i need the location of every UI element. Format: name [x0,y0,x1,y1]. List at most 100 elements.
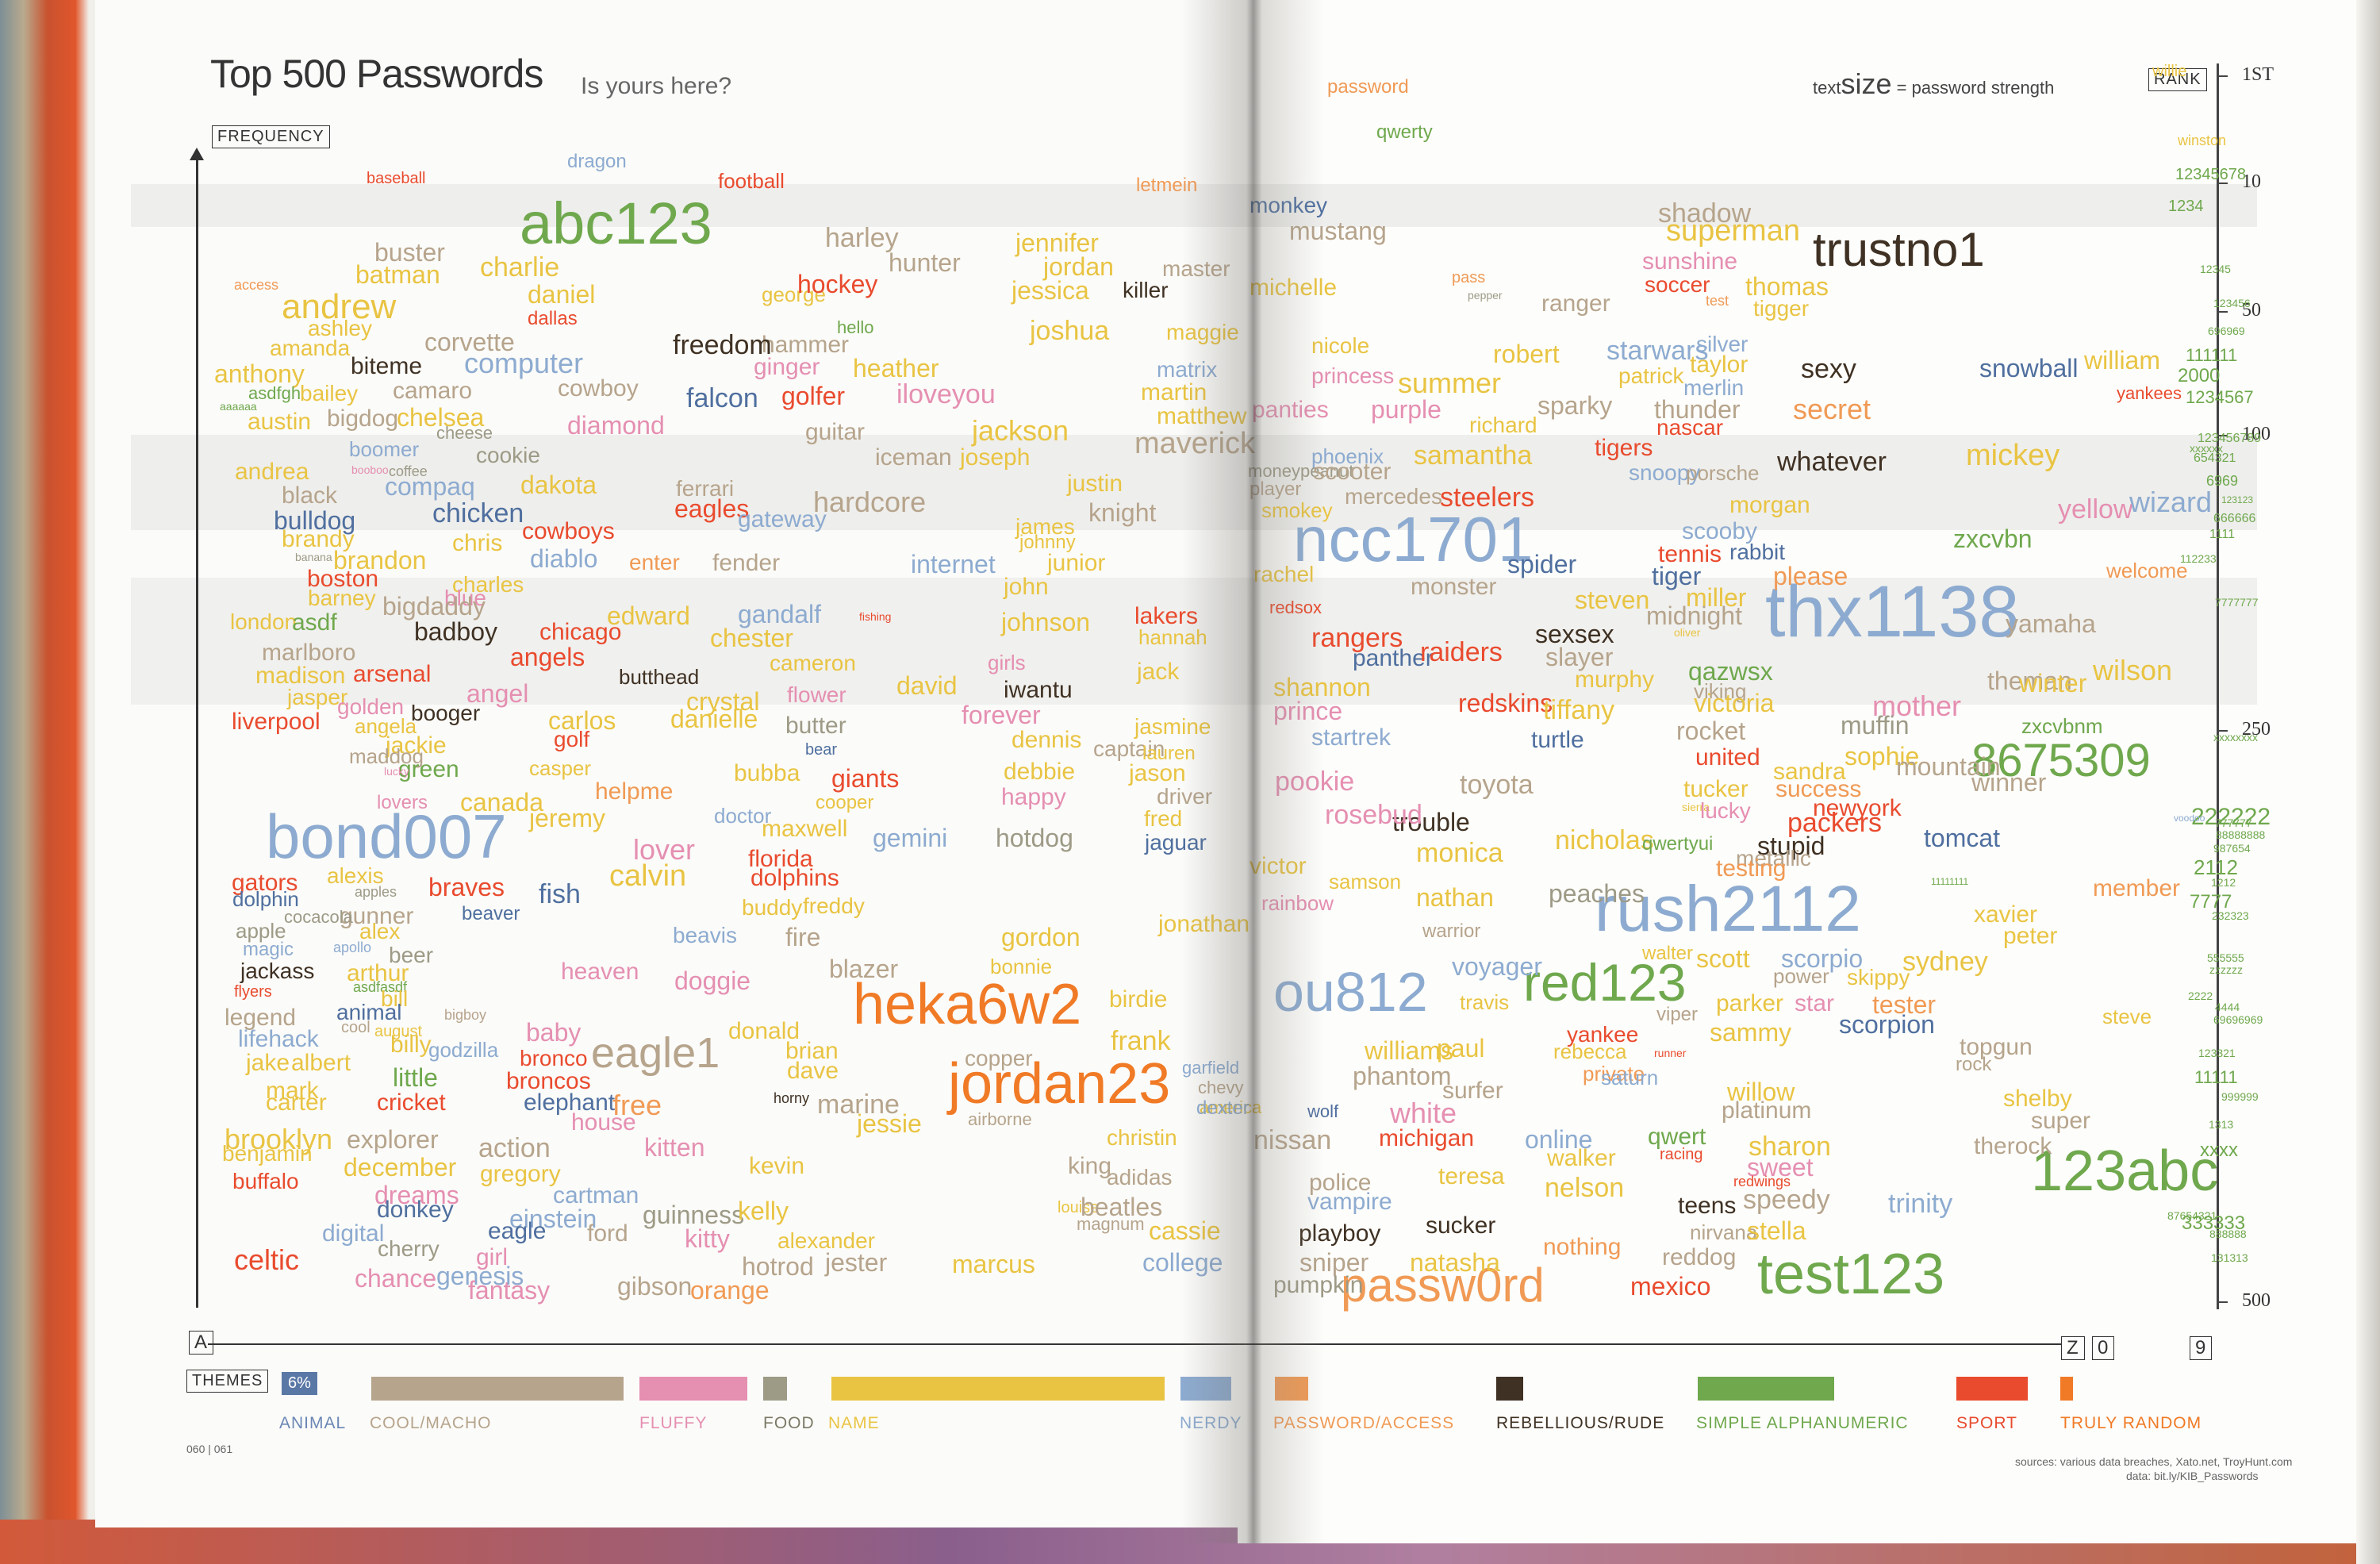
password-word: winston [2178,133,2227,148]
password-word: cowboy [558,375,639,402]
password-word: bigdaddy [382,592,486,621]
password-word: internet [911,550,996,578]
password-word: pumpkin [1273,1272,1364,1298]
password-word: sophie [1844,742,1920,770]
password-word: arthur [347,960,409,986]
password-word: gordon [1001,923,1081,951]
password-word: william [2084,346,2160,375]
password-word: cooper [816,792,874,813]
password-word: billy [390,1032,432,1058]
password-word: kitten [644,1133,705,1162]
password-word: explorer [347,1125,439,1154]
password-word: 333333 [2182,1212,2246,1234]
password-word: chicago [539,619,622,645]
password-word: 1234567 [2186,387,2254,407]
password-word: qwerty [1376,121,1433,143]
password-word: rebecca [1553,1039,1627,1063]
theme-label: FLUFFY [639,1414,708,1432]
password-word: nathan [1416,883,1494,912]
password-word: 666666 [2213,512,2256,525]
password-word: nirvana [1690,1220,1758,1244]
theme-swatch [1275,1377,1308,1401]
axis-z-label: Z [2061,1336,2085,1360]
password-word: golf [554,727,590,751]
password-word: eagle [488,1218,547,1244]
password-word: chevy [1198,1078,1244,1097]
password-word: iceman [875,444,952,471]
password-word: arsenal [353,661,432,687]
password-word: midnight [1646,601,1742,630]
password-word: computer [464,347,584,379]
password-word: bond007 [266,801,507,871]
theme-label: NAME [828,1414,880,1432]
password-word: broncos [506,1068,591,1094]
password-word: qwert [1648,1124,1706,1150]
password-word: prince [1273,697,1343,725]
password-word: panther [1353,645,1434,671]
password-word: bailey [300,381,359,405]
password-word: mother [1872,690,1962,722]
password-word: yankees [2117,383,2182,403]
password-word: digital [322,1220,385,1247]
password-word: cool [341,1019,370,1036]
password-word: 131313 [2211,1251,2248,1264]
password-word: tigers [1595,435,1653,461]
password-word: 777777 [2215,817,2252,829]
password-word: rabbit [1729,540,1786,564]
password-word: stupid [1757,832,1825,860]
themes-percent-badge: 6% [282,1372,317,1395]
password-word: asdfasdf [353,979,408,995]
password-word: liverpool [232,709,321,735]
password-word: cookie [476,443,540,467]
password-word: tigger [1753,296,1810,321]
password-word: jeremy [529,804,606,832]
password-word: enter [629,550,680,574]
password-word: spider [1507,550,1577,578]
password-word: skippy [1847,965,1910,990]
textsize-prefix: text [1813,78,1841,98]
password-word: ginger [754,354,820,380]
password-word: online [1525,1125,1593,1154]
password-word: helpme [595,778,674,805]
rank-tick-label: 100 [2242,424,2271,444]
password-word: canada [460,788,543,817]
password-word: murphy [1575,667,1655,693]
theme-swatch [1956,1377,2028,1401]
password-word: soccer [1645,272,1710,297]
password-word: mercedes [1345,484,1442,509]
page-subtitle: Is yours here? [581,73,732,99]
theme-swatch [1698,1377,1834,1401]
password-word: oliver [1674,626,1701,639]
password-word: whatever [1777,447,1887,477]
password-word: rocket [1676,717,1746,745]
password-word: access [234,277,279,293]
password-word: runner [1654,1047,1687,1059]
password-word: thomas [1745,272,1829,301]
password-word: miller [1686,583,1747,612]
password-word: beatles [1081,1193,1163,1221]
password-word: nascar [1656,415,1724,440]
password-word: pookie [1275,767,1355,797]
password-word: test [1706,293,1729,309]
password-word: casper [529,756,592,780]
password-word: 2112 [2194,855,2238,879]
password-word: jackie [386,732,447,759]
password-word: house [571,1109,636,1136]
password-word: summer [1398,367,1502,399]
theme-label: SIMPLE ALPHANUMERIC [1696,1414,1909,1432]
password-word: wizard [2129,486,2213,518]
password-word: sucker [1426,1212,1496,1239]
password-word: jordan23 [948,1052,1171,1116]
password-word: slayer [1545,643,1614,671]
password-word: december [344,1153,457,1182]
password-word: muffin [1841,711,1910,740]
password-word: doggie [674,966,751,995]
password-word: michigan [1379,1125,1475,1151]
password-word: ford [587,1220,628,1247]
password-word: monster [1411,574,1497,600]
password-word: buffalo [232,1169,299,1193]
password-word: xxxx [2200,1139,2238,1161]
password-word: rock [1956,1054,1992,1075]
password-word: freddy [803,893,865,918]
